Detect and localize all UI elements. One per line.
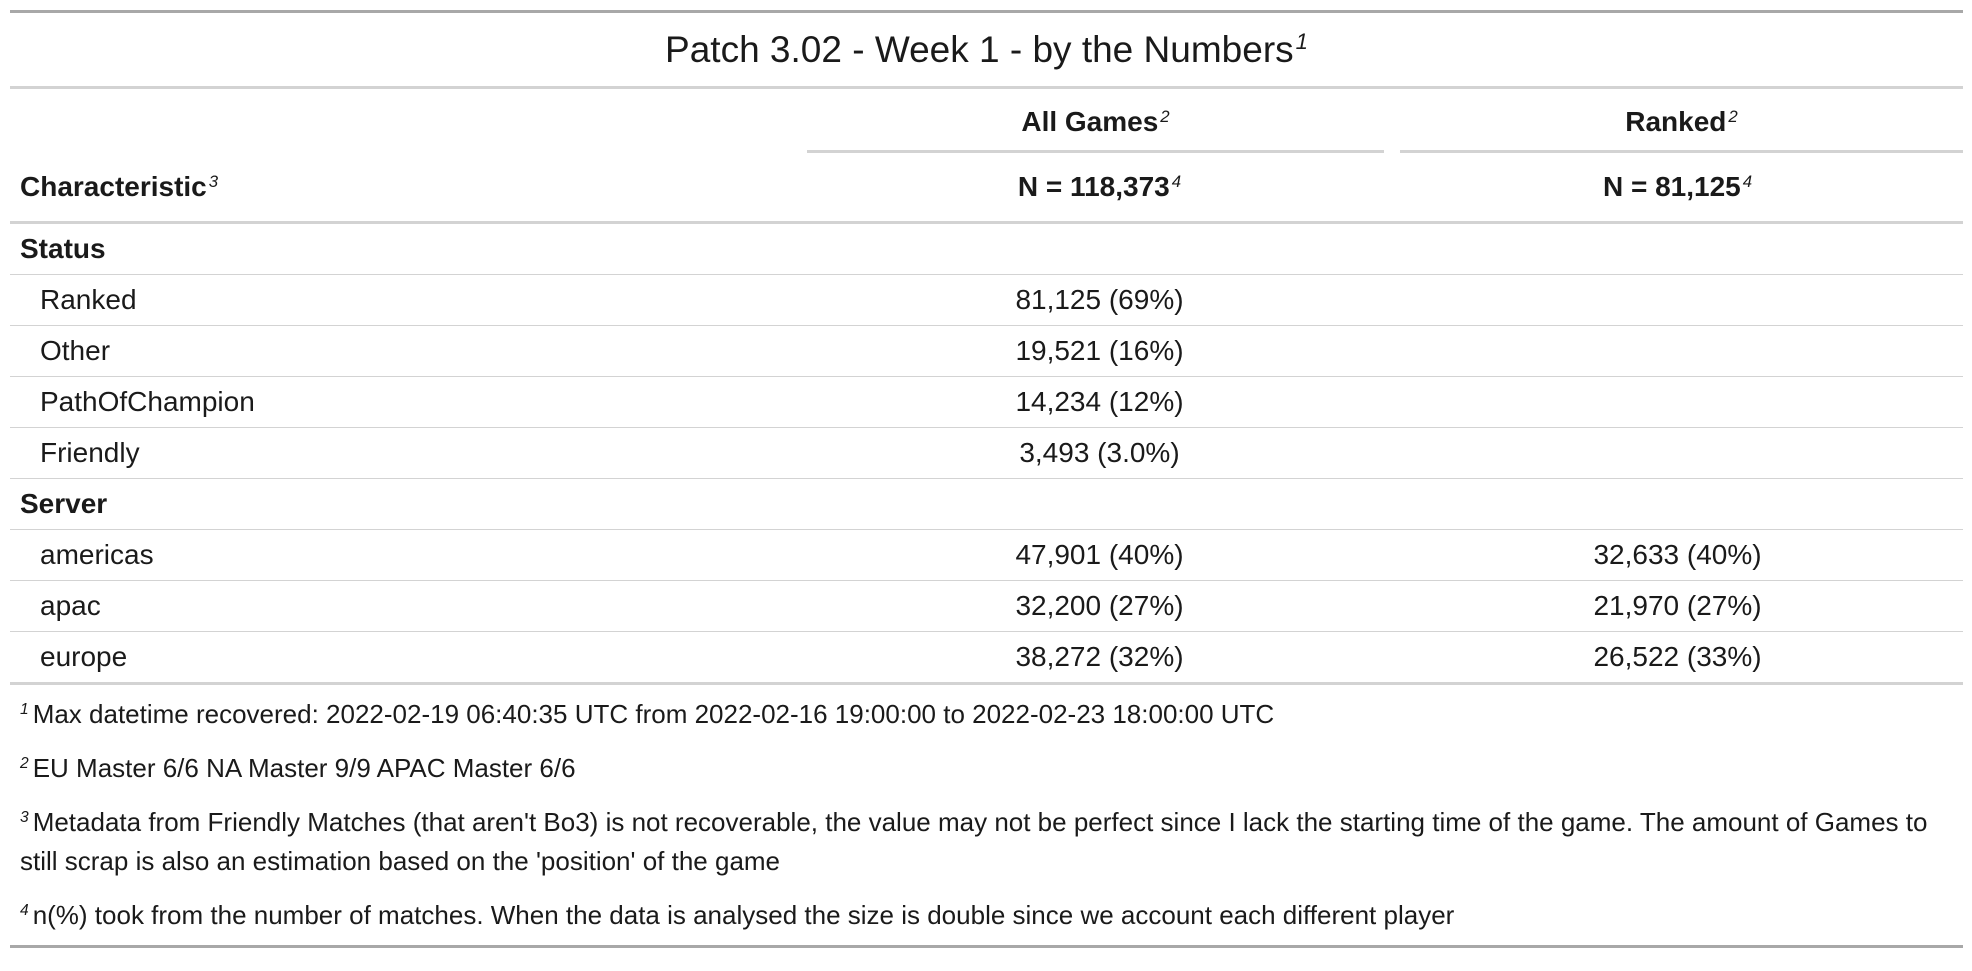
row-label: americas — [10, 529, 807, 581]
table-row: Ranked 81,125 (69%) — [10, 274, 1964, 326]
footnote-mark: 4 — [20, 902, 29, 920]
cell-all-games: 47,901 (40%) — [807, 529, 1392, 581]
cell-ranked: 26,522 (33%) — [1392, 631, 1964, 685]
footnotes: 1 Max datetime recovered: 2022-02-19 06:4… — [10, 685, 1963, 948]
footnote-mark: 2 — [1160, 106, 1170, 126]
cell-ranked: 21,970 (27%) — [1392, 580, 1964, 632]
header-n-ranked: N = 81,125 4 — [1392, 153, 1964, 224]
empty-cell — [1392, 478, 1964, 530]
footnote-mark: 2 — [20, 755, 29, 773]
cell-all-games: 3,493 (3.0%) — [807, 427, 1392, 479]
footnote-text: Max datetime recovered: 2022-02-19 06:40… — [32, 699, 1275, 729]
row-label: europe — [10, 631, 807, 685]
cell-ranked: 32,633 (40%) — [1392, 529, 1964, 581]
header-n-all-games: N = 118,373 4 — [807, 153, 1392, 224]
row-label: Friendly — [10, 427, 807, 479]
cell-all-games: 32,200 (27%) — [807, 580, 1392, 632]
spanner-ranked: Ranked 2 — [1392, 88, 1964, 153]
group-label: Server — [10, 478, 807, 530]
group-row-server: Server — [10, 478, 1964, 530]
footnote: 4 n(%) took from the number of matches. W… — [20, 896, 1953, 935]
footnote: 3 Metadata from Friendly Matches (that ar… — [20, 803, 1953, 881]
footnote-mark: 2 — [1728, 106, 1738, 126]
cell-all-games: 81,125 (69%) — [807, 274, 1392, 326]
group-row-status: Status — [10, 222, 1964, 275]
row-label: Ranked — [10, 274, 807, 326]
cell-ranked — [1392, 376, 1964, 428]
table-title: Patch 3.02 - Week 1 - by the Numbers1 — [10, 10, 1964, 89]
empty-cell — [807, 478, 1392, 530]
footnote-mark: 1 — [20, 701, 29, 719]
summary-table-container: Patch 3.02 - Week 1 - by the Numbers1 Al… — [10, 10, 1964, 948]
row-label: Other — [10, 325, 807, 377]
footnote: 2 EU Master 6/6 NA Master 9/9 APAC Master… — [20, 749, 1953, 788]
table-row: europe 38,272 (32%) 26,522 (33%) — [10, 631, 1964, 685]
spanner-all-games: All Games 2 — [807, 88, 1392, 153]
row-label: PathOfChampion — [10, 376, 807, 428]
summary-table: Patch 3.02 - Week 1 - by the Numbers1 Al… — [10, 10, 1964, 685]
row-label: apac — [10, 580, 807, 632]
cell-all-games: 38,272 (32%) — [807, 631, 1392, 685]
cell-all-games: 14,234 (12%) — [807, 376, 1392, 428]
header-characteristic: Characteristic 3 — [10, 153, 807, 224]
cell-ranked — [1392, 427, 1964, 479]
table-row: apac 32,200 (27%) 21,970 (27%) — [10, 580, 1964, 632]
footnote-mark: 3 — [20, 809, 29, 827]
cell-all-games: 19,521 (16%) — [807, 325, 1392, 377]
column-spanner-ranked: Ranked 2 — [1400, 106, 1964, 153]
footnote-text: EU Master 6/6 NA Master 9/9 APAC Master … — [32, 753, 576, 783]
cell-ranked — [1392, 274, 1964, 326]
group-label: Status — [10, 222, 807, 275]
empty-cell — [807, 222, 1392, 275]
table-row: Friendly 3,493 (3.0%) — [10, 427, 1964, 479]
footnote-text: n(%) took from the number of matches. Wh… — [32, 900, 1455, 930]
footnote-mark: 4 — [1742, 171, 1753, 191]
footnote-text: Metadata from Friendly Matches (that are… — [20, 807, 1928, 876]
table-row: americas 47,901 (40%) 32,633 (40%) — [10, 529, 1964, 581]
table-row: PathOfChampion 14,234 (12%) — [10, 376, 1964, 428]
cell-ranked — [1392, 325, 1964, 377]
footnote-mark: 3 — [208, 171, 219, 191]
footnote-mark: 4 — [1171, 171, 1182, 191]
footnote-mark: 1 — [1295, 29, 1308, 55]
table-row: Other 19,521 (16%) — [10, 325, 1964, 377]
footnote: 1 Max datetime recovered: 2022-02-19 06:4… — [20, 695, 1953, 734]
empty-cell — [1392, 222, 1964, 275]
column-spanner-all-games: All Games 2 — [807, 106, 1384, 153]
table-title-text: Patch 3.02 - Week 1 - by the Numbers — [665, 28, 1294, 70]
spanner-spacer — [10, 88, 807, 154]
